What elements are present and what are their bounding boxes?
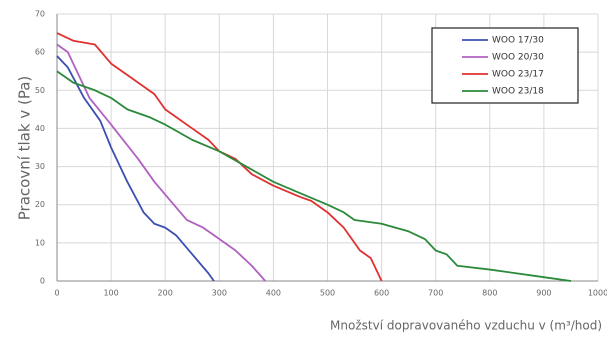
y-tick-label: 0 xyxy=(40,277,45,286)
y-tick-label: 10 xyxy=(35,238,45,247)
x-tick-label: 900 xyxy=(536,289,551,298)
line-series xyxy=(56,70,572,282)
y-tick-label: 40 xyxy=(35,124,45,133)
x-tick-label: 800 xyxy=(482,289,497,298)
x-tick-label: 500 xyxy=(320,289,335,298)
legend-label: WOO 20/30 xyxy=(492,53,544,63)
x-tick-label: 0 xyxy=(54,289,59,298)
legend-label: WOO 23/18 xyxy=(492,87,544,97)
x-tick-label: 700 xyxy=(428,289,443,298)
legend-label: WOO 17/30 xyxy=(492,36,544,46)
y-tick-label: 60 xyxy=(35,48,45,57)
y-axis-label: Pracovní tlak v (Pa) xyxy=(16,76,34,221)
x-tick-label: 300 xyxy=(212,289,227,298)
y-tick-label: 50 xyxy=(35,86,45,95)
x-axis-label: Množství dopravovaného vzduchu v (m³/hod… xyxy=(330,319,602,333)
y-tick-label: 20 xyxy=(35,200,45,209)
legend-box xyxy=(431,27,579,104)
legend-label: WOO 23/17 xyxy=(492,70,544,80)
x-tick-label: 200 xyxy=(158,289,173,298)
y-tick-label: 70 xyxy=(35,10,45,19)
x-tick-label: 100 xyxy=(103,289,118,298)
x-tick-label: 600 xyxy=(374,289,389,298)
line-series xyxy=(56,55,215,282)
line-series xyxy=(56,43,266,282)
y-tick-label: 30 xyxy=(35,162,45,171)
x-tick-label: 1000 xyxy=(588,289,607,298)
x-tick-label: 400 xyxy=(266,289,281,298)
